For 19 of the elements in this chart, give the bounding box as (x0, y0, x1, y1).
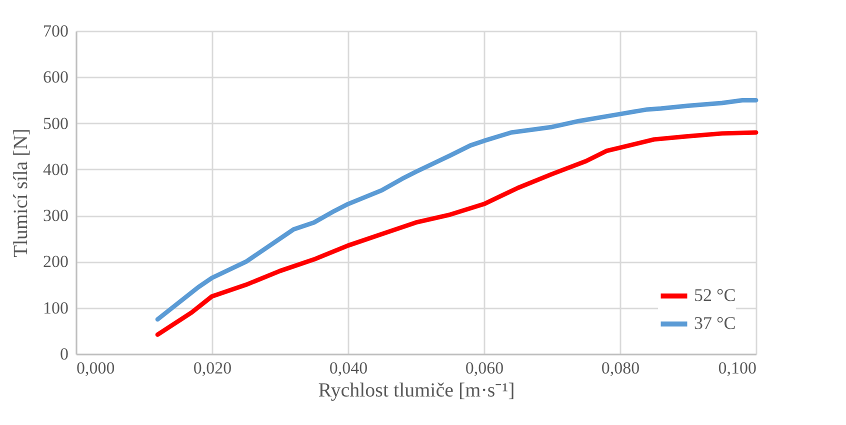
line-series (155, 130, 758, 337)
y-tick-label: 0 (60, 344, 68, 364)
y-tick-label: 500 (43, 114, 68, 133)
y-tick-label: 400 (43, 160, 68, 179)
x-tick-label: 0,020 (193, 358, 232, 378)
legend-label: 52 °C (694, 285, 736, 305)
y-tick-label: 300 (43, 206, 68, 226)
y-tick-label: 100 (43, 298, 68, 318)
y-axis-title: Tlumicí síla [N] (10, 128, 32, 258)
legend-label: 37 °C (694, 313, 736, 333)
x-tick-label: 0,040 (329, 358, 368, 378)
x-axis-title: Rychlost tlumiče [m·s⁻¹] (318, 380, 515, 402)
x-tick-label: 0,100 (718, 358, 756, 378)
y-tick-label: 200 (43, 252, 68, 272)
x-tick-label: 0,060 (465, 358, 504, 378)
x-tick-label: 0,080 (601, 358, 640, 378)
x-tick-label: 0,000 (76, 358, 115, 378)
y-tick-label: 700 (43, 22, 68, 40)
y-tick-label: 600 (43, 68, 68, 87)
